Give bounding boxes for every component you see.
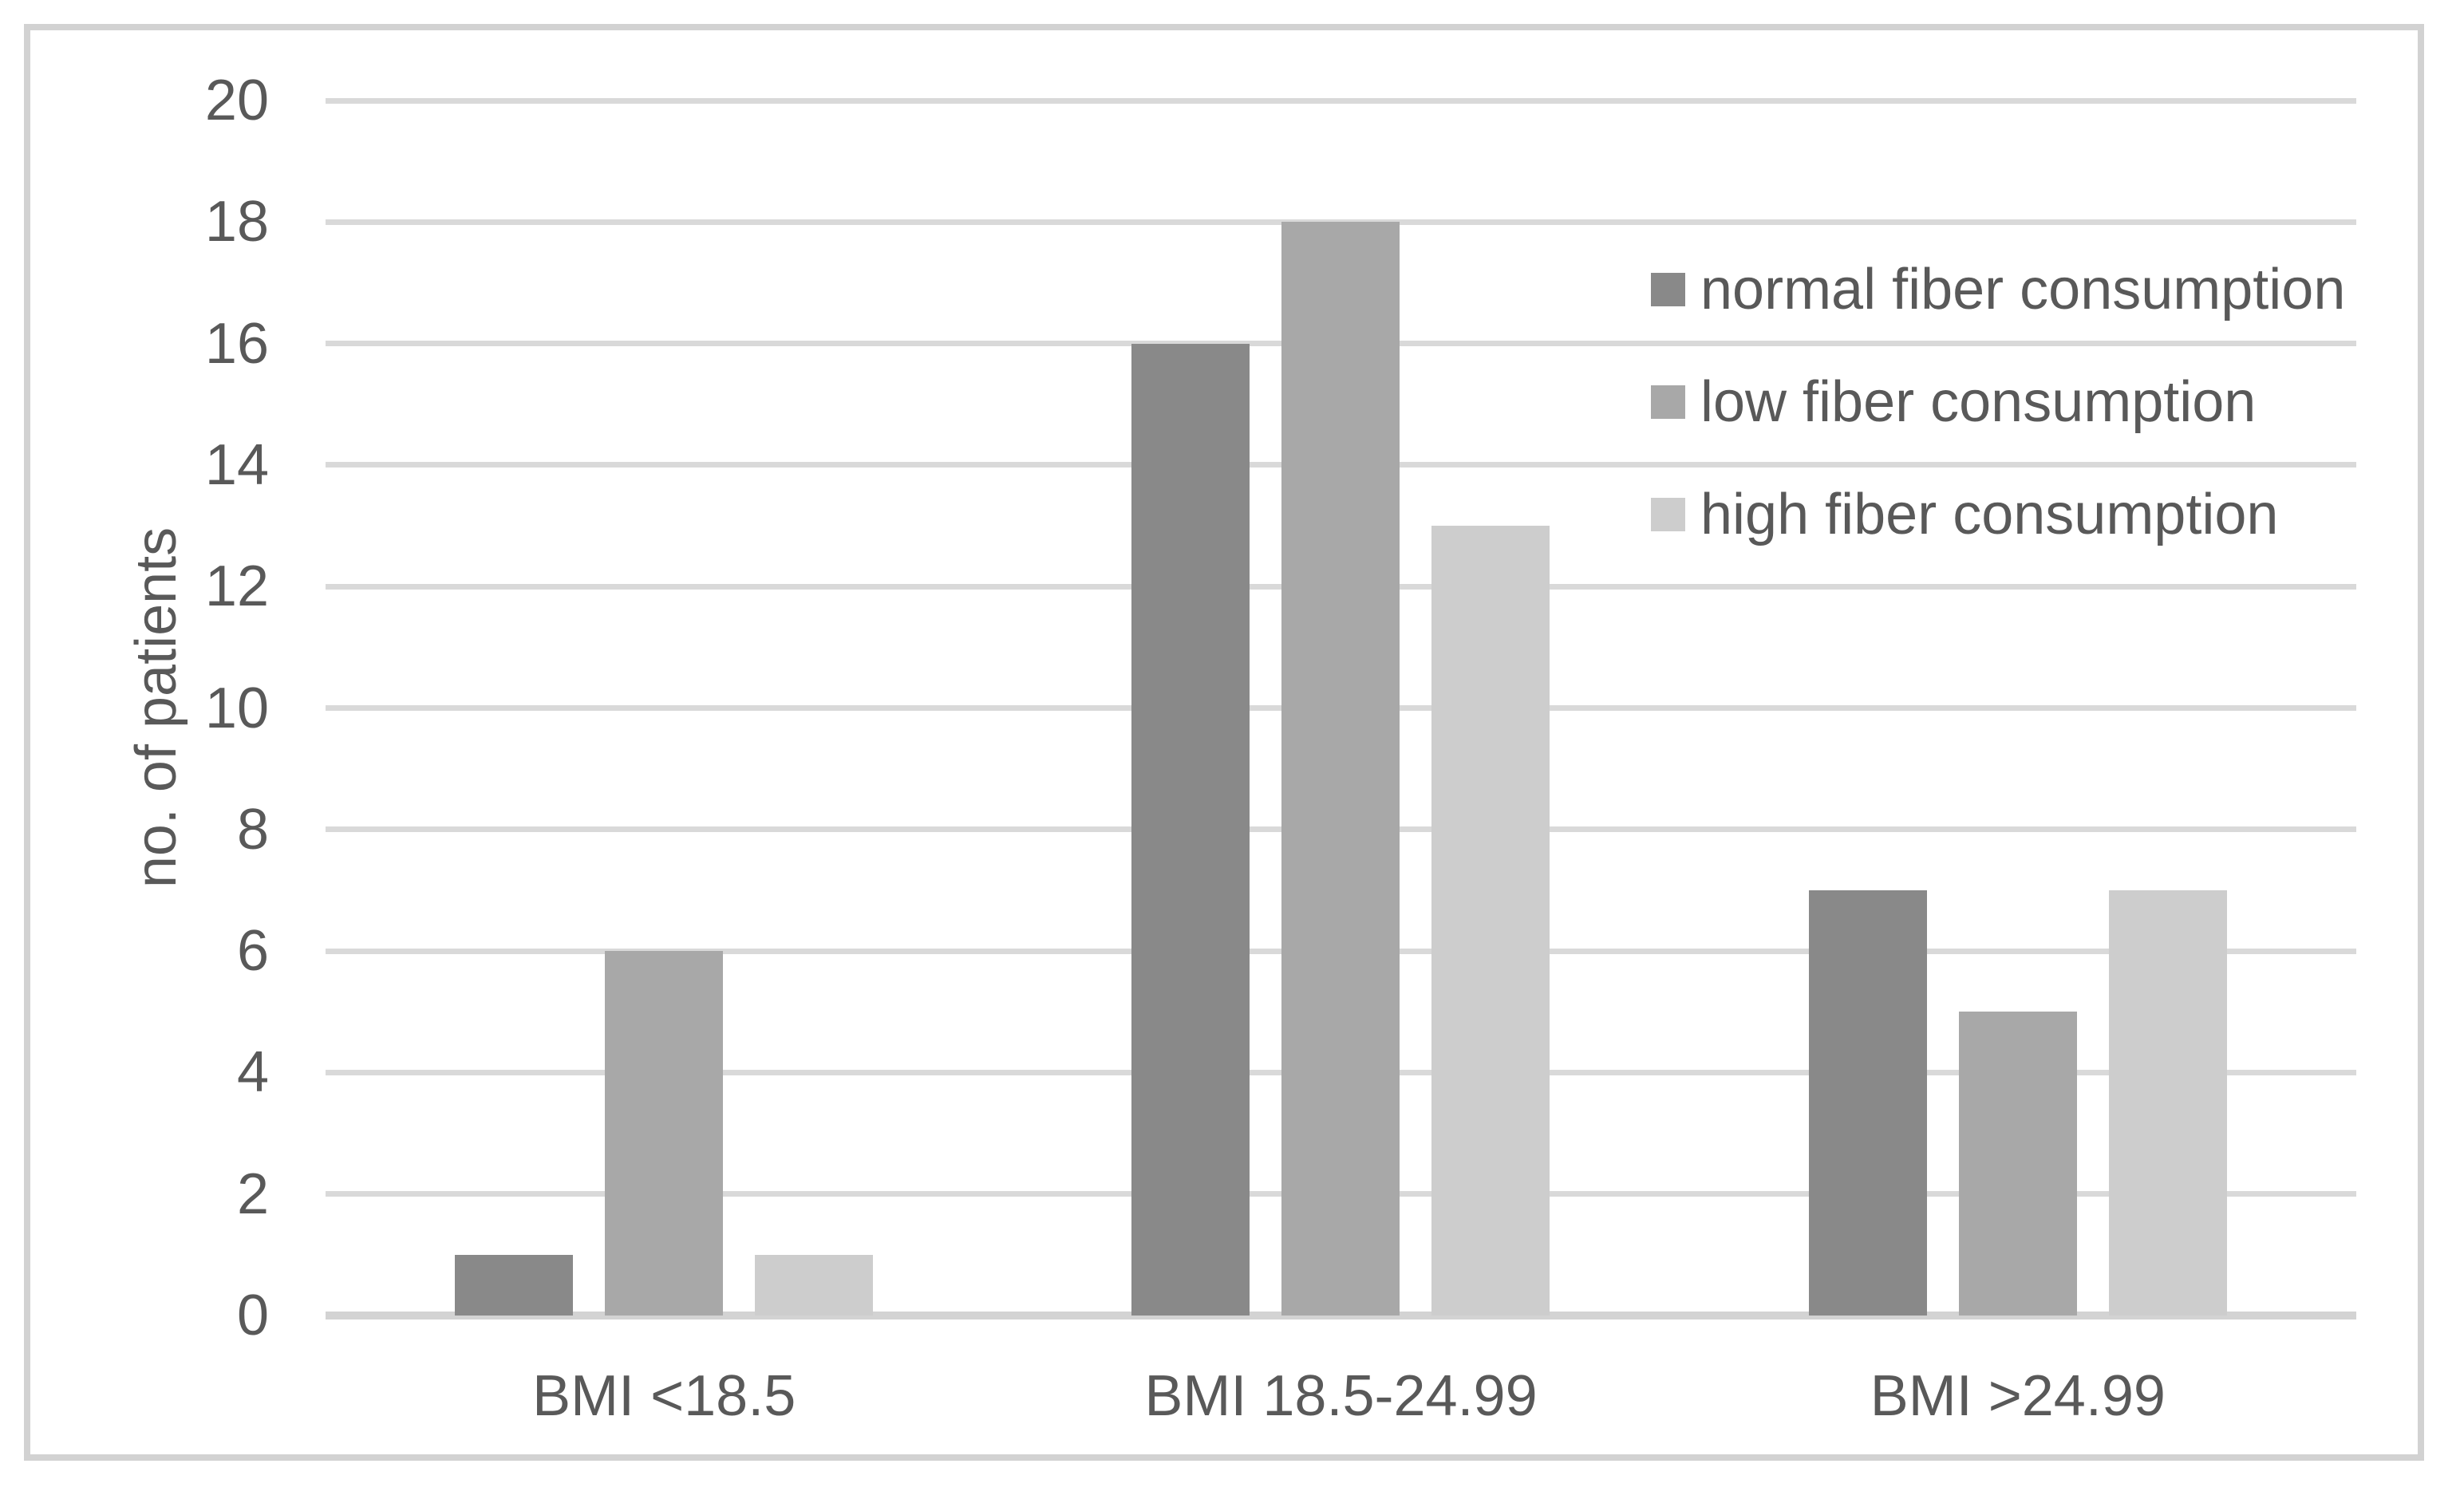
legend-swatch bbox=[1651, 273, 1685, 306]
legend-label: high fiber consumption bbox=[1700, 483, 2279, 546]
bar-group bbox=[1002, 101, 1679, 1316]
legend-item: low fiber consumption bbox=[1651, 373, 2256, 431]
x-category-label: BMI >24.99 bbox=[1870, 1364, 2166, 1428]
legend-item: normal fiber consumption bbox=[1651, 261, 2345, 318]
legend-item: high fiber consumption bbox=[1651, 486, 2278, 543]
y-tick-label: 20 bbox=[204, 69, 269, 132]
bar bbox=[1808, 890, 1927, 1316]
x-category-label: BMI 18.5-24.99 bbox=[1144, 1364, 1538, 1428]
bar-group bbox=[1680, 101, 2356, 1316]
bar bbox=[2108, 890, 2227, 1316]
y-tick-label: 10 bbox=[204, 676, 269, 740]
legend-swatch bbox=[1651, 385, 1685, 419]
bar bbox=[605, 951, 724, 1316]
bar bbox=[1131, 343, 1250, 1316]
bar bbox=[1281, 222, 1400, 1316]
y-tick-label: 8 bbox=[236, 797, 269, 862]
y-tick-label: 18 bbox=[204, 190, 269, 254]
legend-label: normal fiber consumption bbox=[1700, 258, 2346, 321]
legend-swatch bbox=[1651, 498, 1685, 531]
x-axis-line bbox=[326, 1312, 2356, 1320]
bar bbox=[755, 1254, 874, 1316]
figure-border bbox=[24, 24, 2424, 1461]
y-tick-label: 14 bbox=[204, 432, 269, 497]
bar-group bbox=[326, 101, 1002, 1316]
legend-label: low fiber consumption bbox=[1700, 370, 2257, 434]
y-tick-label: 6 bbox=[236, 919, 269, 984]
bar bbox=[455, 1254, 574, 1316]
x-category-label: BMI <18.5 bbox=[532, 1364, 796, 1428]
y-tick-label: 2 bbox=[236, 1162, 269, 1226]
y-tick-label: 12 bbox=[204, 554, 269, 619]
y-tick-label: 4 bbox=[236, 1040, 269, 1105]
gridline bbox=[326, 97, 2356, 104]
y-tick-label: 16 bbox=[204, 311, 269, 376]
bar bbox=[1431, 526, 1550, 1316]
y-tick-label: 0 bbox=[236, 1284, 269, 1347]
plot-area bbox=[326, 97, 2356, 1320]
bar bbox=[1958, 1012, 2077, 1316]
